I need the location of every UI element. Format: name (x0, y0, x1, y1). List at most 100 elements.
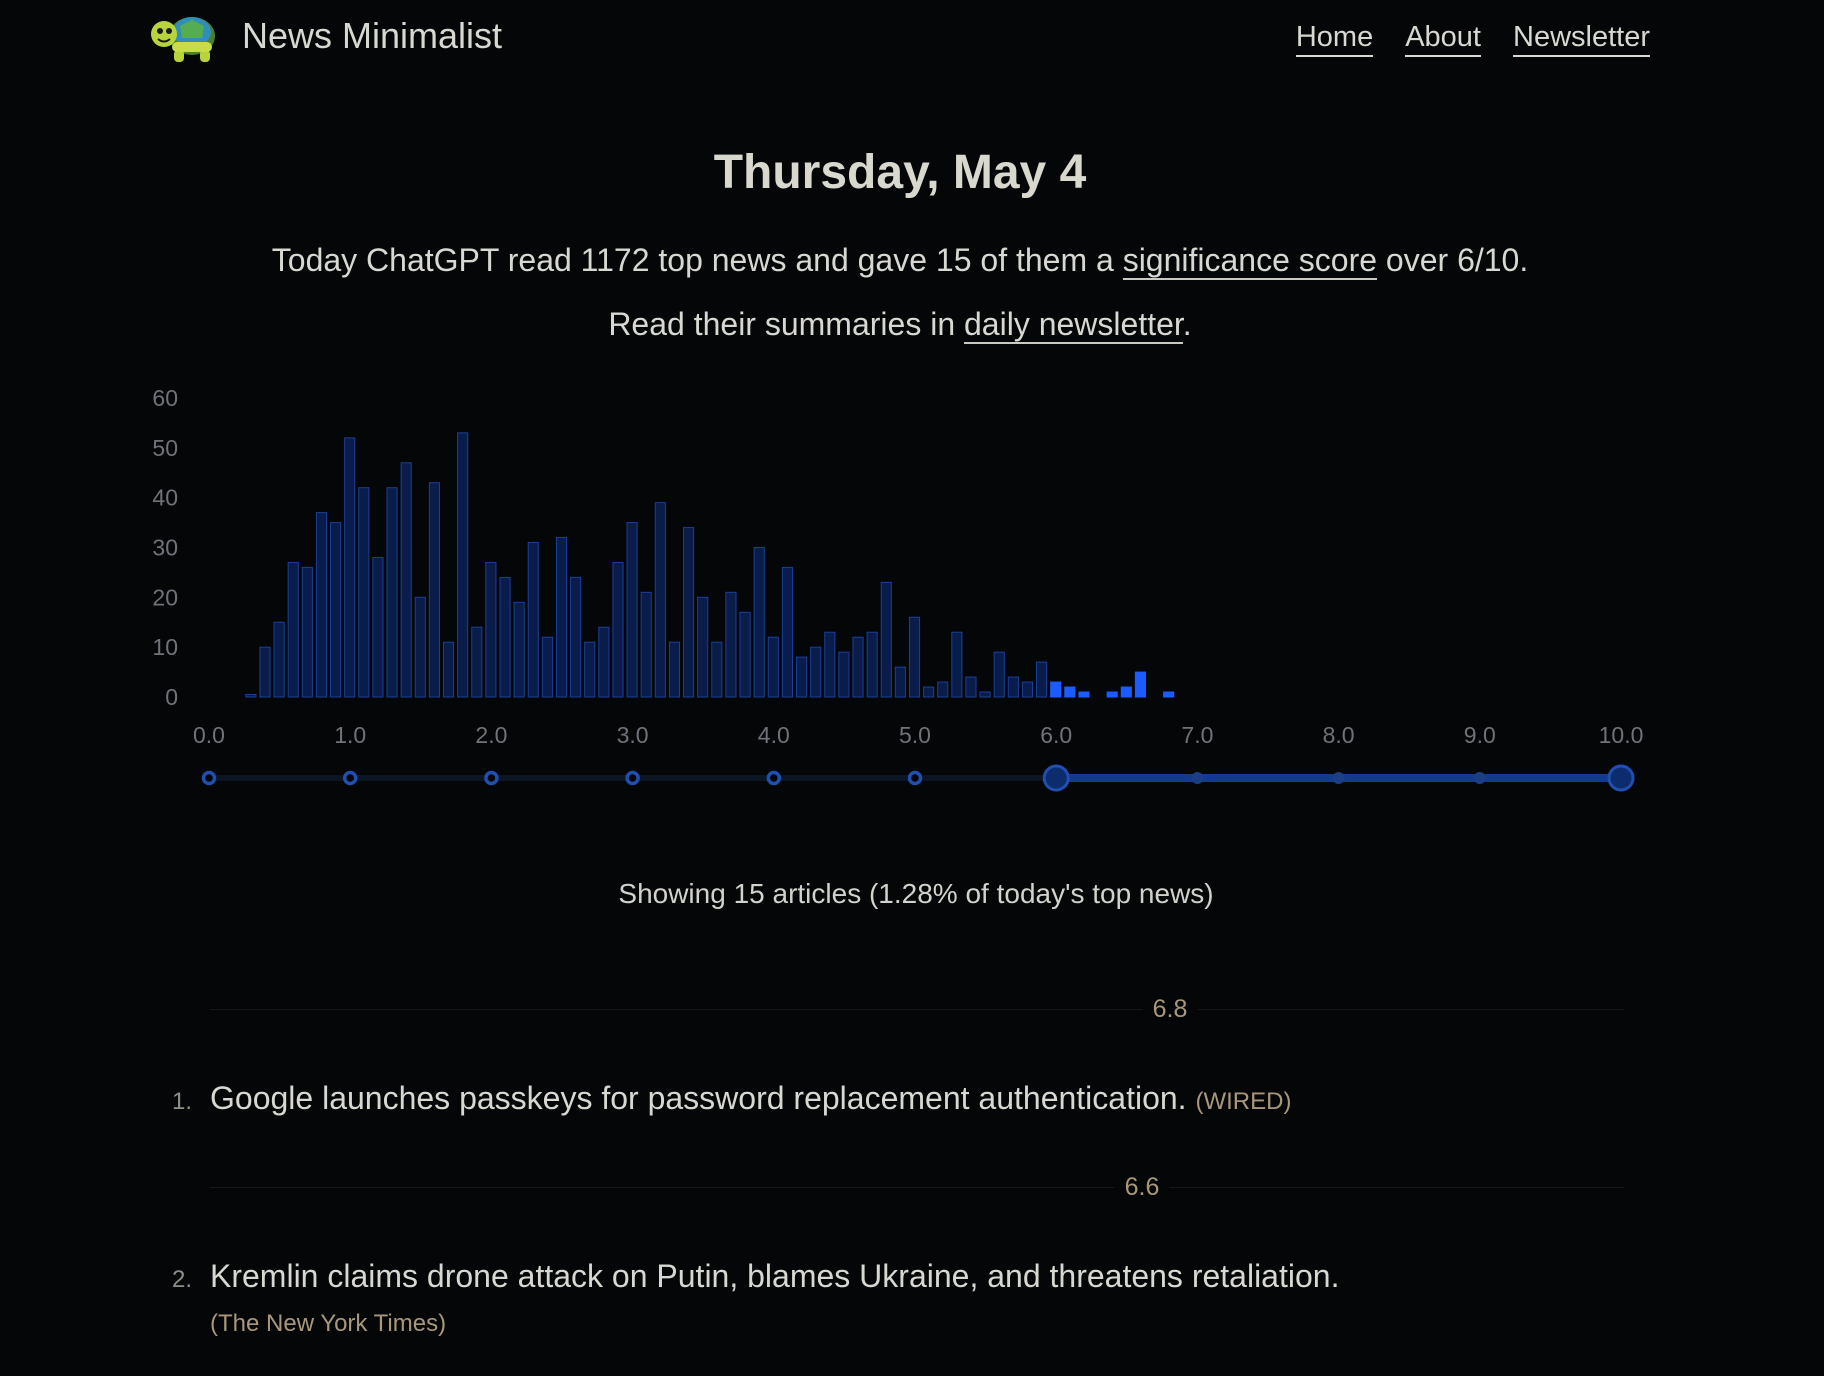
slider-mark (907, 770, 923, 786)
article-source[interactable]: (WIRED) (1195, 1088, 1292, 1115)
histogram-bar (287, 561, 299, 698)
slider-mark (484, 770, 499, 786)
x-tick-label: 4.0 (758, 722, 790, 748)
histogram-bar (781, 566, 793, 698)
x-tick-label: 1.0 (334, 722, 366, 748)
histogram-bar (259, 646, 271, 698)
histogram-bar (513, 601, 525, 698)
site-title[interactable]: News Minimalist (242, 15, 503, 56)
histogram-bar (1007, 676, 1019, 698)
histogram-bar (683, 527, 695, 698)
x-tick-label: 9.0 (1464, 722, 1496, 748)
histogram-bar (1106, 691, 1118, 698)
histogram-bar (386, 487, 398, 698)
histogram-bar (880, 581, 892, 698)
histogram-bar (923, 686, 935, 698)
slider-handle[interactable] (1607, 764, 1635, 792)
article-title-text[interactable]: Google launches passkeys for password re… (210, 1080, 1187, 1116)
histogram-bar (541, 636, 553, 698)
histogram-bar (400, 462, 412, 698)
slider-mark (1332, 772, 1345, 784)
divider-line (210, 1187, 1624, 1188)
histogram-bar (1064, 686, 1076, 698)
histogram-bar (838, 651, 850, 698)
histogram-bar (301, 566, 313, 698)
y-tick-label: 50 (152, 435, 178, 461)
x-tick-label: 5.0 (899, 722, 931, 748)
histogram-bar (414, 596, 426, 698)
article-rank: 1. (171, 1088, 192, 1115)
y-tick-label: 40 (152, 485, 178, 511)
histogram-bar (245, 694, 257, 698)
slider-handle[interactable] (1042, 764, 1070, 792)
histogram-bar (894, 666, 906, 698)
histogram-bar (810, 646, 822, 698)
histogram-bar (1134, 671, 1146, 698)
score-divider: 6.8 (210, 995, 1624, 1025)
histogram-bar (428, 482, 440, 698)
histogram-bar (965, 676, 977, 698)
significance-score-link[interactable]: significance score (1122, 242, 1378, 280)
histogram-bar (485, 561, 497, 698)
newsletter-text-after: . (1182, 306, 1192, 342)
article-score: 6.8 (1142, 995, 1198, 1024)
histogram-bar (273, 621, 285, 698)
article-source[interactable]: (The New York Times) (210, 1310, 447, 1337)
newsletter-text-before: Read their summaries in (608, 306, 964, 342)
histogram-bar (570, 576, 582, 698)
nav-home-link[interactable]: Home (1295, 20, 1374, 57)
divider-line (210, 1009, 1624, 1010)
histogram-bar (654, 502, 666, 698)
slider-mark (201, 770, 217, 786)
histogram-bar (1050, 681, 1062, 698)
nav-newsletter-link[interactable]: Newsletter (1513, 20, 1650, 57)
x-tick-label: 8.0 (1323, 722, 1355, 748)
histogram-bar (344, 437, 356, 698)
histogram-bar (711, 641, 723, 698)
x-tick-label: 3.0 (617, 722, 649, 748)
histogram-bar (315, 512, 328, 698)
x-tick-label: 10.0 (1599, 722, 1644, 748)
histogram-bar (330, 522, 342, 698)
histogram-bar (937, 681, 949, 698)
histogram-bar (725, 591, 737, 698)
histogram-bar (795, 656, 808, 698)
y-tick-label: 60 (152, 385, 178, 411)
histogram-bar (697, 596, 709, 698)
histogram-bar (471, 626, 483, 698)
daily-newsletter-link[interactable]: daily newsletter (964, 306, 1183, 344)
article-score: 6.6 (1114, 1173, 1170, 1202)
main-nav: Home About Newsletter (1295, 20, 1650, 57)
histogram-bar (767, 636, 779, 698)
nav-about-link[interactable]: About (1405, 20, 1481, 57)
slider-mark (766, 770, 782, 786)
score-divider: 6.6 (210, 1173, 1624, 1203)
score-histogram: 0 10 20 30 40 50 60 0.0 1.0 2.0 3.0 4.0 5.0 6.0 7.0 8.0… (152, 385, 1644, 792)
article-title[interactable]: Kremlin claims drone attack on Putin, bl… (210, 1258, 1340, 1294)
slider-mark (625, 770, 640, 786)
histogram-bar (866, 631, 878, 698)
histogram-bar (908, 616, 921, 698)
histogram-bar (739, 611, 751, 698)
histogram-bar (457, 432, 469, 698)
slider-mark (342, 770, 358, 786)
showing-count: Showing 15 articles (1.28% of today's to… (618, 878, 1214, 909)
slider-mark (1191, 772, 1204, 784)
histogram-bar (598, 626, 610, 698)
page-title: Thursday, May 4 (713, 146, 1087, 199)
x-tick-label: 7.0 (1181, 722, 1213, 748)
histogram-bar (626, 522, 638, 698)
histogram-bar (499, 576, 511, 698)
histogram-bar (1163, 691, 1175, 698)
y-tick-label: 0 (165, 684, 178, 710)
histogram-bar (1021, 681, 1034, 698)
article-rank: 2. (171, 1266, 192, 1293)
histogram-bar (1078, 691, 1090, 698)
histogram-bar (951, 631, 963, 698)
article-title[interactable]: Google launches passkeys for password re… (210, 1080, 1291, 1117)
histogram-bar (1120, 686, 1132, 698)
histogram-bar (584, 641, 596, 698)
histogram-bar (612, 561, 624, 698)
x-tick-label: 2.0 (475, 722, 507, 748)
turtle-icon[interactable] (148, 6, 224, 68)
